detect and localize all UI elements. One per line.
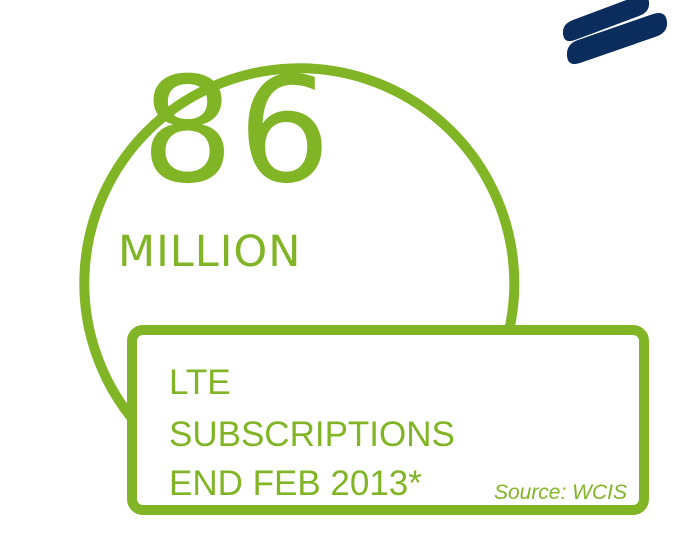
- info-line-technology: LTE: [169, 363, 231, 402]
- source-note: Source: WCIS: [493, 481, 627, 504]
- info-box: LTE SUBSCRIPTIONS END FEB 2013* Source: …: [127, 325, 649, 515]
- subscriber-count: 86: [141, 46, 335, 216]
- count-unit: MILLION: [118, 227, 302, 277]
- info-line-period: END FEB 2013*: [169, 464, 422, 503]
- info-line-metric: SUBSCRIPTIONS: [169, 415, 455, 454]
